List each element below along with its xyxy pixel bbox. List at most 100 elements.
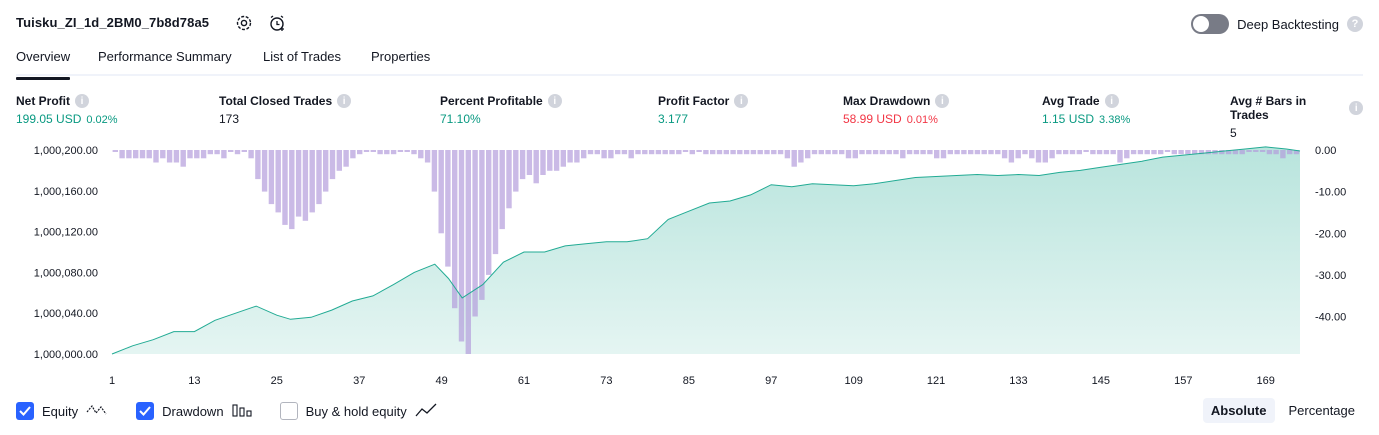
metric-value: 173 [219, 112, 240, 126]
info-icon[interactable]: i [337, 94, 352, 108]
percentage-button[interactable]: Percentage [1288, 403, 1356, 418]
checkbox-unchecked-icon[interactable] [279, 402, 298, 420]
metric-value: 3.177 [658, 112, 689, 126]
x-tick-label: 169 [1256, 375, 1274, 387]
left-y-axis: 1,000,200.00 1,000,160.00 1,000,120.00 1,00… [34, 145, 98, 361]
drawdown-bar [1056, 150, 1062, 155]
drawdown-bar [968, 150, 974, 155]
drawdown-bar [275, 150, 281, 213]
checkbox-checked-icon[interactable] [16, 402, 34, 420]
drawdown-bar [1164, 150, 1171, 152]
drawdown-bar [404, 150, 410, 152]
drawdown-bar [913, 150, 920, 155]
info-icon[interactable]: i [75, 94, 89, 108]
drawdown-bar [479, 150, 485, 300]
drawdown-bar [1280, 150, 1286, 159]
drawdown-bar [1185, 150, 1191, 155]
drawdown-bar [316, 150, 322, 205]
drawdown-bar [173, 150, 180, 163]
drawdown-bar [900, 150, 906, 159]
drawdown-bar [1219, 150, 1225, 155]
drawdown-bar [805, 150, 811, 159]
drawdown-bar [1049, 150, 1055, 159]
drawdown-bar [472, 150, 478, 317]
drawdown-bar [825, 150, 831, 155]
drawdown-bar [1293, 150, 1300, 155]
drawdown-bar [662, 150, 668, 155]
drawdown-bar [499, 150, 505, 230]
drawdown-bar [1253, 150, 1259, 152]
drawdown-bar [648, 150, 655, 155]
equity-drawdown-chart[interactable]: 1,000,200.00 1,000,160.00 1,000,120.00 1,00… [0, 138, 1379, 388]
drawdown-bar [954, 150, 960, 155]
drawdown-bar [764, 150, 770, 155]
drawdown-bar [126, 150, 132, 159]
drawdown-bar [384, 150, 390, 155]
metric-label: Net Profit [16, 94, 70, 108]
alarm-clock-plus-icon[interactable] [267, 13, 287, 33]
drawdown-bar [886, 150, 892, 155]
info-icon[interactable]: i [547, 94, 562, 108]
legend-buy-hold-equity[interactable]: Buy & hold equity [279, 402, 437, 421]
y-tick-label: 1,000,000.00 [34, 349, 98, 361]
drawdown-bar [608, 150, 614, 159]
drawdown-bar [615, 150, 621, 155]
drawdown-bar [255, 150, 261, 180]
drawdown-bar [730, 150, 736, 155]
metric-label: Avg Trade [1042, 94, 1100, 108]
drawdown-bar [533, 150, 539, 184]
deep-backtesting-control: Deep Backtesting ? [1191, 14, 1363, 34]
drawdown-bar [526, 150, 533, 175]
x-tick-label: 97 [765, 375, 777, 387]
deep-backtesting-toggle[interactable] [1191, 14, 1230, 34]
drawdown-bar [703, 150, 709, 155]
drawdown-bar [540, 150, 546, 175]
tab-overview[interactable]: Overview [16, 49, 71, 80]
drawdown-bar [893, 150, 899, 155]
absolute-button[interactable]: Absolute [1202, 398, 1275, 423]
drawdown-bar [1090, 150, 1096, 155]
drawdown-bar [737, 150, 743, 155]
metric-label: Total Closed Trades [219, 94, 333, 108]
metric-value: 71.10% [440, 112, 481, 126]
drawdown-bar [988, 150, 994, 155]
metric-net-profit: Net Profit i 199.05 USD 0.02% [16, 94, 118, 126]
legend-equity[interactable]: Equity [16, 402, 108, 421]
equity-area [112, 146, 1300, 354]
drawdown-bar [560, 150, 566, 167]
info-icon[interactable]: i [1104, 94, 1119, 108]
tab-properties[interactable]: Properties [371, 49, 431, 64]
info-icon[interactable]: i [935, 94, 950, 108]
legend-label: Drawdown [162, 403, 224, 419]
drawdown-bar [934, 150, 940, 159]
drawdown-bar [567, 150, 573, 163]
legend-drawdown[interactable]: Drawdown [136, 402, 252, 421]
x-tick-label: 145 [1092, 375, 1110, 387]
drawdown-bar [343, 150, 349, 167]
drawdown-bar [574, 150, 580, 163]
drawdown-bar [452, 150, 458, 309]
question-icon[interactable]: ? [1347, 16, 1363, 32]
y-tick-label: 1,000,160.00 [34, 186, 98, 198]
tab-performance-summary[interactable]: Performance Summary [98, 49, 232, 64]
info-icon[interactable]: i [1349, 101, 1363, 115]
y-tick-label: 1,000,080.00 [34, 267, 98, 279]
strategy-title: Tuisku_ZI_1d_2BM0_7b8d78a5 [16, 15, 210, 30]
y2-tick-label: 0.00 [1315, 145, 1336, 157]
gear-icon[interactable] [234, 13, 254, 33]
drawdown-bar [465, 150, 471, 354]
info-icon[interactable]: i [734, 94, 749, 108]
drawdown-bar [1096, 150, 1103, 155]
tab-list-of-trades[interactable]: List of Trades [263, 49, 342, 64]
drawdown-bar [377, 150, 383, 155]
drawdown-bar [689, 150, 695, 155]
drawdown-bar [594, 150, 600, 155]
metric-value: 58.99 USD [843, 112, 902, 126]
checkbox-checked-icon[interactable] [136, 402, 155, 420]
drawdown-bar [397, 150, 404, 152]
metric-profit-factor: Profit Factor i 3.177 [658, 94, 749, 126]
metric-value: 1.15 USD [1042, 112, 1095, 126]
drawdown-bar [329, 150, 336, 180]
drawdown-bar [1124, 150, 1130, 159]
report-tabs: Overview Performance Summary List of Tra… [16, 44, 1363, 80]
